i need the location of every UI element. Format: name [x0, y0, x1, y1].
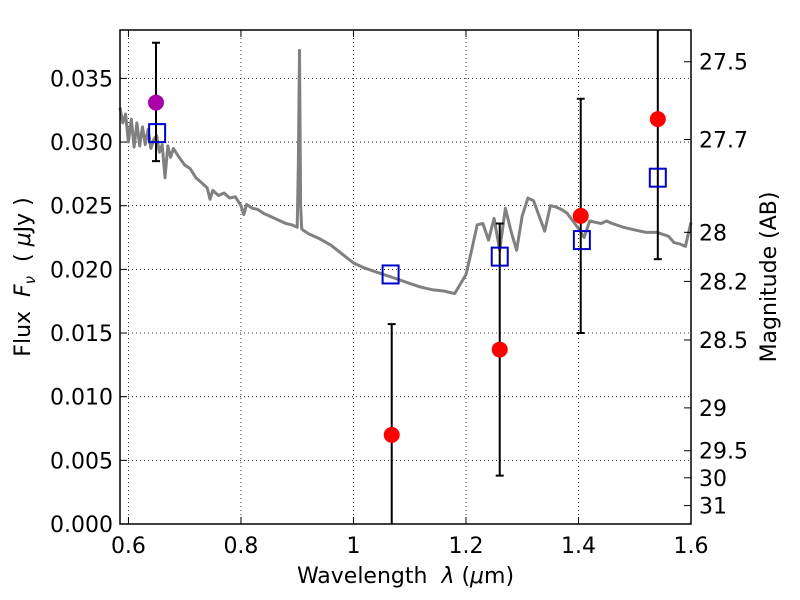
- observed-point: [148, 94, 165, 111]
- y-tick-label: 0.035: [50, 67, 113, 92]
- x-tick-label: 0.6: [111, 534, 146, 559]
- x-axis-label: Wavelength λ (μm): [297, 564, 514, 589]
- magnitude-tick-label: 28.5: [699, 329, 748, 354]
- magnitude-tick-label: 28: [699, 221, 727, 246]
- x-tick-label: 1.6: [674, 534, 709, 559]
- x-tick-label: 1.4: [561, 534, 596, 559]
- grid: [120, 30, 692, 525]
- x-tick-label: 1: [346, 534, 360, 559]
- model-point: [148, 123, 167, 144]
- y-tick-label: 0.020: [50, 258, 113, 283]
- observed-point: [491, 341, 508, 358]
- magnitude-tick-label: 30: [699, 467, 727, 492]
- magnitude-tick-label: 27.7: [699, 129, 748, 154]
- y-tick-label: 0.000: [50, 513, 113, 538]
- y-tick-label: 0.010: [50, 386, 113, 411]
- tick-marks: [120, 30, 692, 525]
- model-points: [148, 123, 667, 285]
- magnitude-tick-label: 31: [699, 495, 727, 520]
- observed-point: [383, 426, 400, 443]
- model-point: [381, 264, 400, 285]
- y-tick-label: 0.015: [50, 322, 113, 347]
- observed-point: [572, 207, 589, 224]
- model-point: [648, 167, 667, 188]
- magnitude-tick-label: 28.2: [699, 270, 748, 295]
- y-axis-label: Flux Fν ( μJy ): [11, 197, 39, 356]
- magnitude-tick-label: 29.5: [699, 440, 748, 465]
- x-tick-label: 0.8: [223, 534, 258, 559]
- x-tick-labels: 0.6 0.8 1 1.2 1.4 1.6: [111, 534, 709, 559]
- y-tick-labels: 0.000 0.005 0.010 0.015 0.020 0.025 0.030 0.035: [50, 67, 113, 538]
- magnitude-tick-label: 27.5: [699, 51, 748, 76]
- observed-point: [649, 111, 666, 128]
- magnitude-tick-label: 29: [699, 397, 727, 422]
- y-tick-label: 0.005: [50, 449, 113, 474]
- error-bars: [152, 30, 662, 524]
- template-spectrum-line: [118, 48, 693, 296]
- observed-points: [148, 94, 666, 443]
- plot-frame: [119, 29, 692, 525]
- model-point: [490, 246, 509, 267]
- y-tick-label: 0.025: [50, 195, 113, 220]
- model-point: [572, 230, 591, 251]
- y-tick-label: 0.030: [50, 131, 113, 156]
- magnitude-axis-label: Magnitude (AB): [757, 192, 782, 363]
- x-tick-label: 1.2: [448, 534, 483, 559]
- magnitude-tick-labels: 27.5 27.7 28 28.2 28.5 29 29.530 31: [699, 51, 748, 520]
- template-spectrum: [118, 48, 693, 296]
